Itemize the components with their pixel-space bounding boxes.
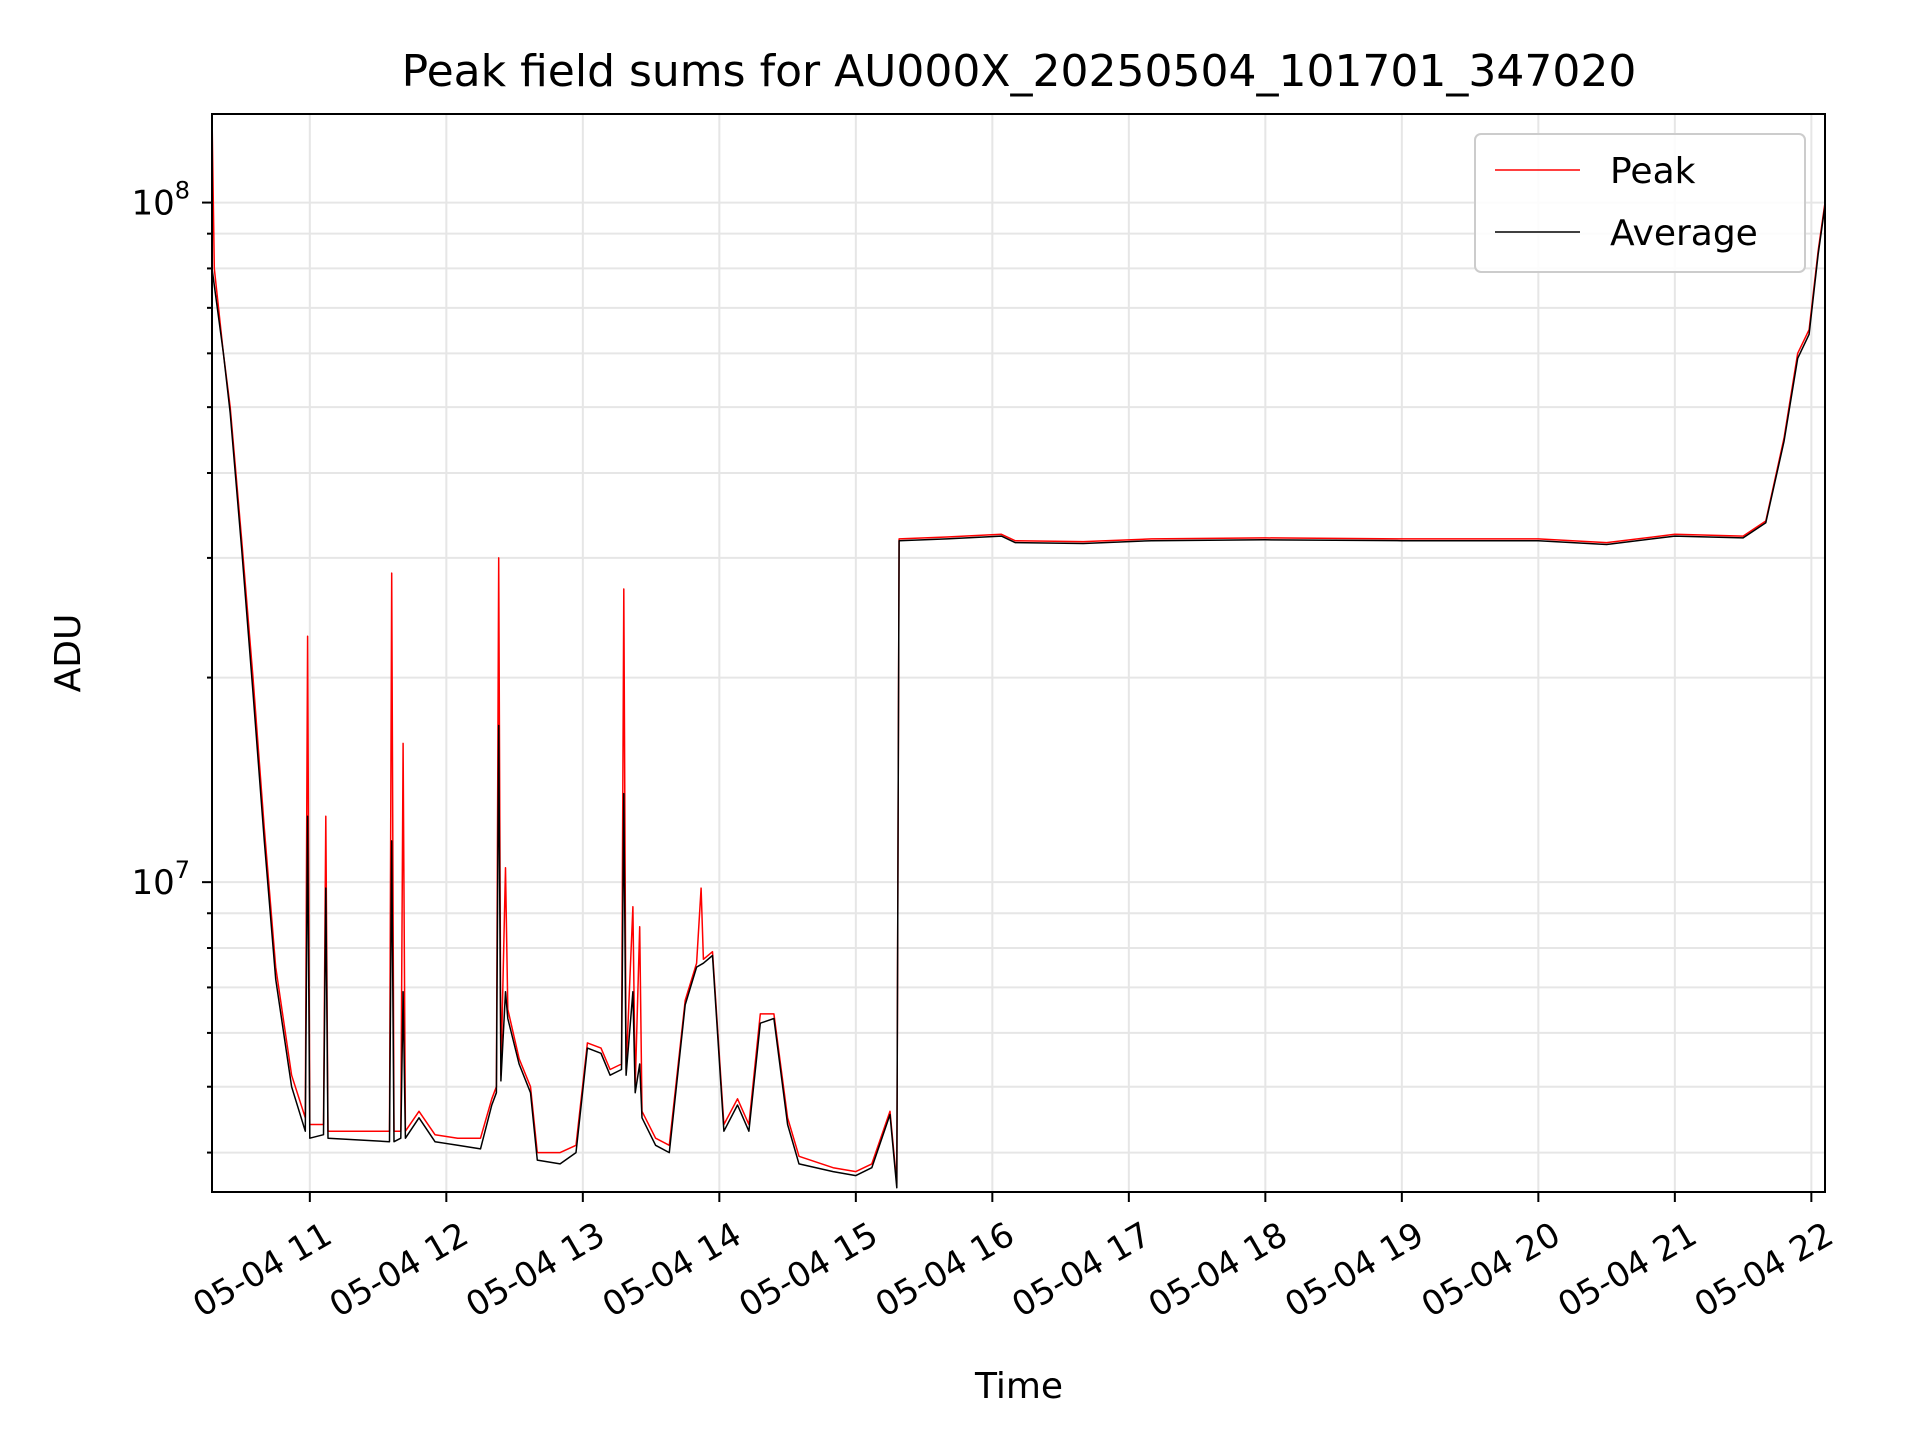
y-axis-label: ADU bbox=[48, 614, 89, 693]
plot-background bbox=[212, 114, 1825, 1192]
plot-frame bbox=[211, 113, 1826, 1193]
x-axis-label: Time bbox=[974, 1366, 1063, 1407]
chart-title: Peak field sums for AU000X_20250504_1017… bbox=[402, 46, 1637, 97]
series-layer bbox=[211, 113, 1826, 1189]
y-tick-label: 108 bbox=[131, 177, 190, 224]
legend-box bbox=[1474, 133, 1806, 273]
series-line-average bbox=[211, 205, 1826, 1189]
y-tick-label: 107 bbox=[131, 856, 190, 903]
legend-label-average: Average bbox=[1610, 213, 1758, 254]
legend-label-peak: Peak bbox=[1610, 151, 1696, 192]
legend: Peak Average bbox=[1474, 133, 1806, 273]
